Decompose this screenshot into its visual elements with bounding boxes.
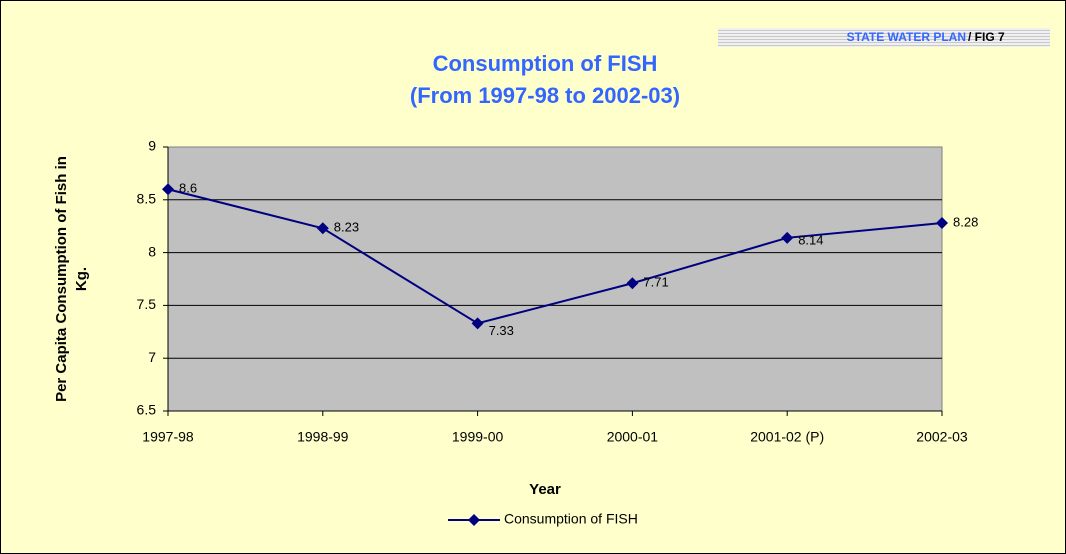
plot-area xyxy=(167,146,943,412)
y-tick-label: 7.5 xyxy=(137,296,157,312)
legend-label: Consumption of FISH xyxy=(504,511,638,527)
x-tick-label: 2002-03 xyxy=(916,429,968,445)
x-tick-label: 1999-00 xyxy=(452,429,504,445)
y-tick-label: 9 xyxy=(148,138,156,154)
data-point xyxy=(471,317,484,330)
data-point xyxy=(626,277,639,290)
data-point xyxy=(936,217,948,230)
data-label: 8.6 xyxy=(179,181,197,196)
data-point xyxy=(316,222,329,235)
legend-marker xyxy=(468,514,480,526)
badge-source: STATE WATER PLAN xyxy=(847,30,966,44)
data-label: 8.14 xyxy=(798,232,823,247)
y-axis-title: Kg. xyxy=(73,267,90,291)
x-tick-label: 1998-99 xyxy=(297,429,349,445)
chart-title: (From 1997-98 to 2002-03) xyxy=(410,83,680,108)
x-tick-label: 2000-01 xyxy=(607,429,659,445)
y-tick-label: 8.5 xyxy=(137,191,157,207)
badge-background xyxy=(718,28,1050,47)
data-point xyxy=(781,231,794,244)
y-tick-label: 6.5 xyxy=(137,402,157,418)
data-label: 7.71 xyxy=(643,275,668,290)
data-label: 8.28 xyxy=(953,214,978,229)
chart-title: Consumption of FISH xyxy=(433,51,658,76)
data-line xyxy=(167,188,943,325)
x-tick-label: 1997-98 xyxy=(142,429,194,445)
x-axis-title: Year xyxy=(529,481,561,498)
badge-figure: / FIG 7 xyxy=(968,30,1005,44)
data-label: 8.23 xyxy=(334,220,359,235)
y-tick-label: 7 xyxy=(148,349,156,365)
data-point xyxy=(162,183,174,196)
y-axis-title: Per Capita Consumption of Fish in xyxy=(53,156,70,402)
data-label: 7.33 xyxy=(489,323,514,338)
y-tick-label: 8 xyxy=(148,243,156,259)
x-tick-label: 2001-02 (P) xyxy=(750,429,824,445)
